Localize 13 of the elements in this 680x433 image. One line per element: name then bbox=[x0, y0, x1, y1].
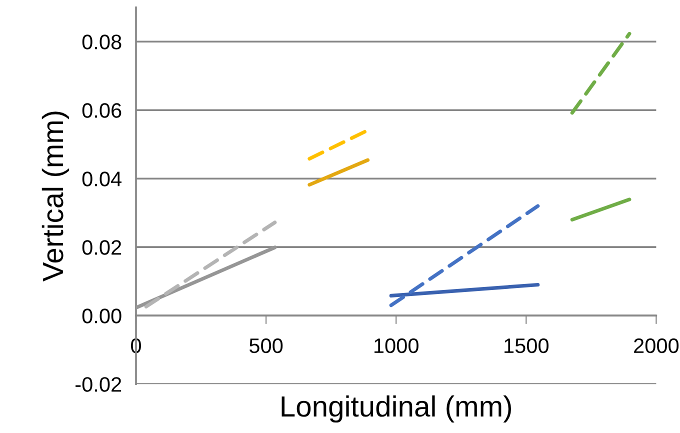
y-tick-label: 0.02 bbox=[82, 240, 122, 255]
y-tick-label: -0.02 bbox=[76, 377, 122, 392]
y-tick-label: 0.04 bbox=[82, 172, 122, 186]
x-tick-label: 2000 bbox=[634, 338, 679, 354]
x-tick-label: 500 bbox=[250, 338, 283, 354]
y-tick-label: 0.08 bbox=[82, 34, 122, 50]
y-axis-title: Vertical (mm) bbox=[42, 112, 70, 282]
y-tick-label: 0.06 bbox=[82, 103, 122, 118]
x-tick-label: 0 bbox=[131, 338, 141, 354]
x-tick-label: 1500 bbox=[504, 338, 549, 354]
x-tick-label: 1000 bbox=[374, 338, 418, 354]
y-tick-label: 0.00 bbox=[82, 308, 122, 324]
x-axis-title: Longitudinal (mm) bbox=[282, 395, 512, 423]
